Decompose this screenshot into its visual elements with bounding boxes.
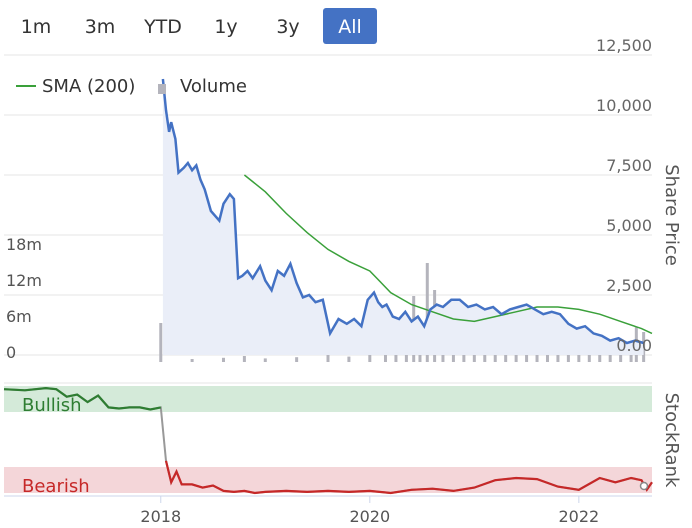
stockrank-latest-marker (639, 481, 649, 491)
range-button-1m[interactable]: 1m (8, 8, 64, 44)
range-button-bg (260, 8, 316, 44)
price-gridlines (4, 54, 652, 356)
x-axis: 2018 2020 2022 (140, 496, 599, 526)
legend[interactable]: SMA (200) Volume (16, 76, 247, 97)
stockrank-line-bearish (164, 460, 653, 495)
volume-bar (159, 323, 163, 362)
range-button-label[interactable]: 1m (21, 16, 52, 38)
price-tick-label: 5,000 (606, 216, 652, 235)
volume-bar (642, 332, 646, 362)
volume-bar (242, 356, 246, 362)
stockrank-line-bullish (3, 386, 162, 411)
price-line (161, 78, 644, 345)
range-button-label[interactable]: 3y (276, 16, 299, 38)
volume-tick-label: 6m (6, 307, 32, 326)
range-button-label[interactable]: All (338, 16, 362, 38)
bearish-label: Bearish (22, 476, 90, 497)
range-button-ytd[interactable]: YTD (132, 8, 194, 44)
volume-bar (619, 348, 623, 362)
volume-axis: 0 6m 12m 18m (6, 235, 42, 362)
x-tick-label: 2022 (558, 507, 599, 526)
volume-bar (221, 357, 225, 362)
volume-legend-swatch (158, 84, 166, 94)
range-button-bg (72, 8, 128, 44)
range-button-bg (8, 8, 64, 44)
price-tick-label: 0.00 (616, 336, 652, 355)
range-button-3y[interactable]: 3y (260, 8, 316, 44)
range-button-bg (198, 8, 254, 44)
volume-tick-label: 18m (6, 235, 42, 254)
price-tick-label: 10,000 (596, 96, 652, 115)
sma-line (243, 174, 653, 335)
price-axis: 0.00 2,500 5,000 7,500 10,000 12,500 (596, 36, 652, 355)
volume-bar (263, 358, 267, 362)
price-tick-label: 12,500 (596, 36, 652, 55)
range-button-3m[interactable]: 3m (72, 8, 128, 44)
volume-tick-label: 12m (6, 271, 42, 290)
stockrank-axis-title: StockRank (661, 393, 682, 488)
range-button-label[interactable]: 3m (85, 16, 116, 38)
range-button-bg (323, 8, 377, 44)
price-area-fill (162, 79, 644, 355)
range-button-label[interactable]: 1y (214, 16, 237, 38)
bullish-label: Bullish (22, 395, 82, 416)
x-tick-label: 2020 (349, 507, 390, 526)
volume-bar (425, 263, 429, 362)
volume-bar (368, 354, 372, 362)
x-tick-label: 2018 (140, 507, 181, 526)
volume-legend-label[interactable]: Volume (180, 76, 247, 97)
price-tick-label: 2,500 (606, 276, 652, 295)
range-button-all[interactable]: All (323, 8, 377, 44)
volume-bar (190, 359, 194, 362)
range-button-bg (132, 8, 194, 44)
share-price-axis-title: Share Price (661, 164, 682, 266)
volume-bar (347, 356, 351, 362)
range-button-1y[interactable]: 1y (198, 8, 254, 44)
volume-bar (295, 357, 299, 362)
sma-legend-label[interactable]: SMA (200) (42, 76, 135, 97)
price-tick-label: 7,500 (606, 156, 652, 175)
volume-bar (326, 354, 330, 362)
bearish-band (4, 467, 652, 493)
volume-tick-label: 0 (6, 343, 16, 362)
range-selector: 1m 3m YTD 1y 3y All (8, 8, 377, 44)
range-button-label[interactable]: YTD (143, 16, 182, 38)
stockrank-panel: Bullish Bearish (3, 382, 653, 497)
